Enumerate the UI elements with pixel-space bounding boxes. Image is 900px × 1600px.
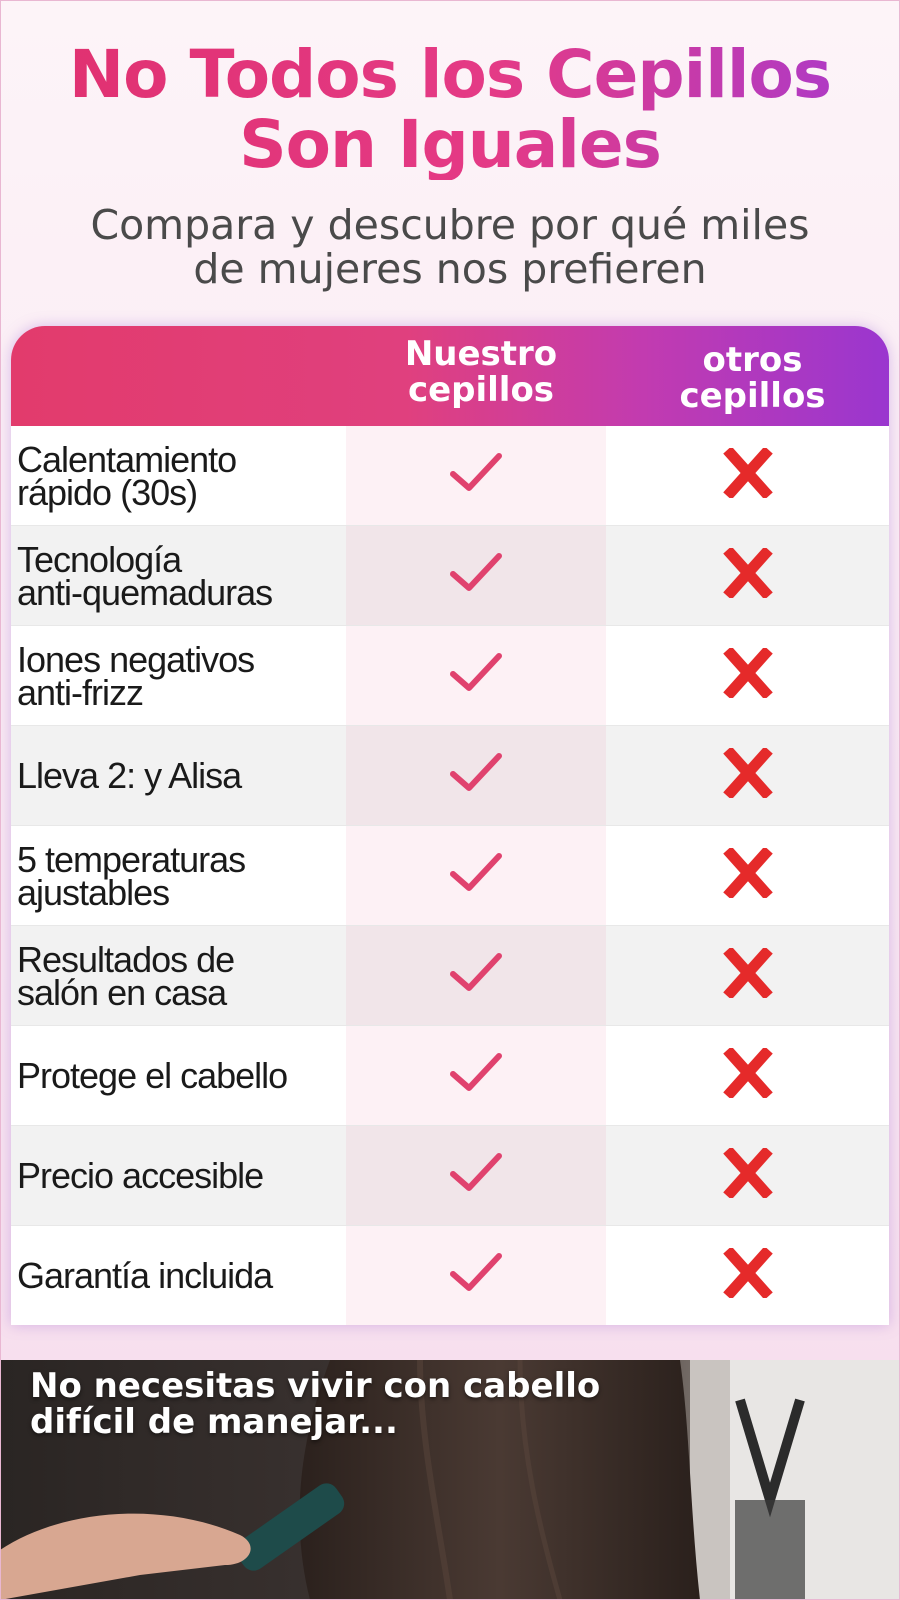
comparison-row: Precio accesible — [11, 1125, 889, 1225]
others-cell — [606, 1226, 889, 1325]
feature-label: Tecnología anti-quemaduras — [17, 538, 273, 613]
comparison-table-header: Nuestro cepillos otros cepillos — [11, 326, 889, 426]
comparison-row: Iones negativos anti-frizz — [11, 625, 889, 725]
column-header-others: otros cepillos — [679, 340, 826, 416]
ours-cell — [346, 626, 606, 725]
title-line-1: No Todos los Cepillos — [68, 36, 832, 113]
x-icon — [719, 1246, 777, 1303]
checkmark-icon — [447, 1048, 505, 1103]
comparison-row: Resultados de salón en casa — [11, 925, 889, 1025]
checkmark-icon — [447, 1148, 505, 1203]
x-icon — [719, 446, 777, 503]
ours-cell — [346, 1126, 606, 1225]
x-icon — [719, 846, 777, 903]
comparison-row: Tecnología anti-quemaduras — [11, 525, 889, 625]
comparison-row: 5 temperaturas ajustables — [11, 825, 889, 925]
ours-cell — [346, 1026, 606, 1125]
checkmark-icon — [447, 548, 505, 603]
feature-label: Garantía incluida — [17, 1255, 273, 1296]
others-cell — [606, 626, 889, 725]
feature-label: Precio accesible — [17, 1155, 264, 1196]
subtitle-line-1: Compara y descubre por qué miles — [90, 201, 810, 249]
others-cell — [606, 1026, 889, 1125]
ours-cell — [346, 526, 606, 625]
ours-cell — [346, 926, 606, 1025]
checkmark-icon — [447, 848, 505, 903]
x-icon — [719, 1046, 777, 1103]
column-header-ours: Nuestro cepillos — [404, 334, 558, 410]
feature-label: 5 temperaturas ajustables — [17, 838, 246, 913]
feature-label: Iones negativos anti-frizz — [17, 638, 255, 713]
checkmark-icon — [447, 948, 505, 1003]
salon-photo-illustration — [0, 1360, 900, 1600]
x-icon — [719, 746, 777, 803]
comparison-row: Protege el cabello — [11, 1025, 889, 1125]
ours-cell — [346, 726, 606, 825]
ours-cell — [346, 426, 606, 525]
comparison-table: Nuestro cepillos otros cepillos Calentam… — [11, 326, 889, 1325]
others-cell — [606, 726, 889, 825]
checkmark-icon — [447, 448, 505, 503]
x-icon — [719, 646, 777, 703]
banner-headline: No necesitas vivir con cabello difícil d… — [30, 1366, 601, 1442]
comparison-row: Garantía incluida — [11, 1225, 889, 1325]
x-icon — [719, 1146, 777, 1203]
page-title: No Todos los Cepillos Son Iguales — [0, 40, 900, 180]
ours-cell — [346, 826, 606, 925]
feature-label: Resultados de salón en casa — [17, 938, 235, 1013]
comparison-row: Calentamiento rápido (30s) — [11, 426, 889, 525]
x-icon — [719, 946, 777, 1003]
others-cell — [606, 526, 889, 625]
comparison-row: Lleva 2: y Alisa — [11, 725, 889, 825]
comparison-table-body: Calentamiento rápido (30s) Tecnología ant… — [11, 426, 889, 1325]
subtitle-line-2: de mujeres nos prefieren — [193, 245, 707, 293]
feature-label: Protege el cabello — [17, 1055, 288, 1096]
promo-banner: No necesitas vivir con cabello difícil d… — [0, 1360, 900, 1600]
checkmark-icon — [447, 648, 505, 703]
others-cell — [606, 426, 889, 525]
others-cell — [606, 826, 889, 925]
feature-label: Calentamiento rápido (30s) — [17, 438, 237, 513]
checkmark-icon — [447, 1248, 505, 1303]
x-icon — [719, 546, 777, 603]
checkmark-icon — [447, 748, 505, 803]
page-subtitle: Compara y descubre por qué miles de muje… — [0, 203, 900, 291]
others-cell — [606, 1126, 889, 1225]
feature-label: Lleva 2: y Alisa — [17, 755, 242, 796]
ours-cell — [346, 1226, 606, 1325]
others-cell — [606, 926, 889, 1025]
title-line-2: Son Iguales — [239, 106, 661, 183]
